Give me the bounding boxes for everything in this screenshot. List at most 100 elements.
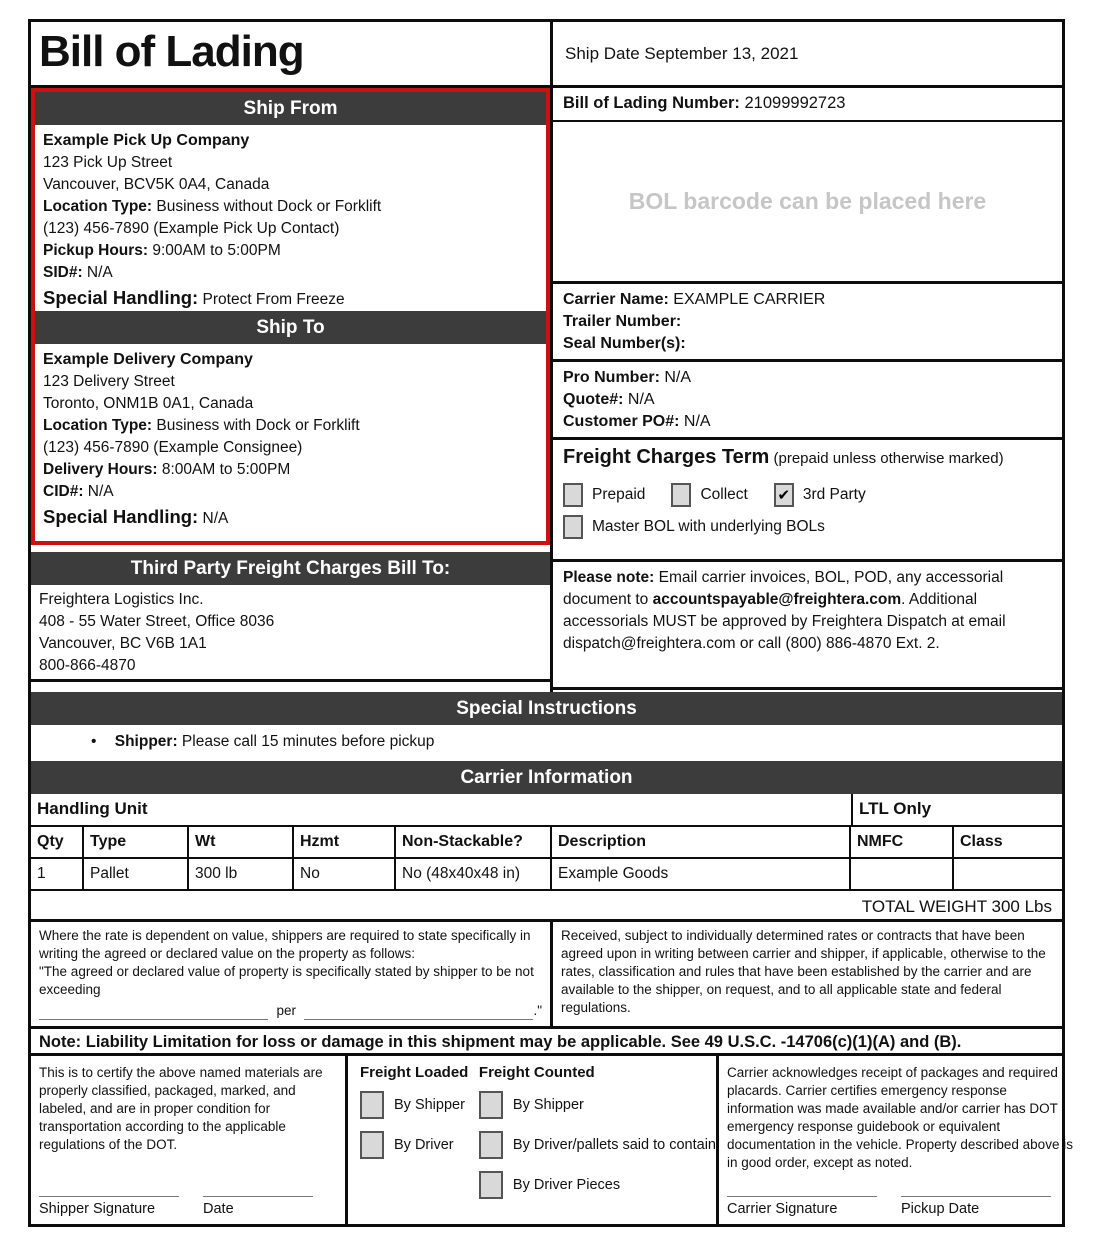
carrier-identity-box: Carrier Name: EXAMPLE CARRIER Trailer Nu…	[553, 284, 1062, 362]
cell-description: Example Goods	[552, 859, 851, 889]
page-title: Bill of Lading	[39, 27, 305, 76]
ship-from-special-handling: Special Handling: Protect From Freeze	[43, 287, 538, 311]
ship-to-location-type: Location Type: Business with Dock or For…	[43, 415, 538, 437]
pickup-hours-value: 9:00AM to 5:00PM	[148, 242, 281, 259]
customer-po-row: Customer PO#: N/A	[563, 411, 1062, 433]
column-header-wt: Wt	[189, 827, 294, 857]
third-party-checkbox-checked[interactable]: ✔	[773, 483, 794, 507]
counted-by-shipper-checkbox[interactable]	[478, 1091, 503, 1119]
date-label: Date	[203, 1201, 234, 1217]
loaded-by-shipper-label: By Shipper	[394, 1097, 465, 1113]
carrier-signature-row: Carrier Signature Pickup Date	[727, 1183, 1075, 1218]
cell-hzmt: No	[294, 859, 396, 889]
please-note-text2: . Additional accessorials MUST be approv…	[563, 591, 1006, 652]
table-header-row: Qty Type Wt Hzmt Non-Stackable? Descript…	[31, 827, 1062, 859]
freight-charges-term-box: Freight Charges Term (prepaid unless oth…	[553, 440, 1062, 562]
ltl-only-label: LTL Only	[859, 799, 932, 818]
declared-value-blank-field[interactable]	[39, 1006, 269, 1020]
shipper-signature-block: Shipper Signature	[39, 1183, 179, 1218]
carrier-signature-block: Carrier Signature	[727, 1183, 877, 1218]
master-bol-checkbox[interactable]	[563, 515, 583, 539]
cell-class	[954, 859, 1062, 889]
carrier-information-header: Carrier Information	[31, 761, 1062, 794]
column-header-type: Type	[84, 827, 189, 857]
trailer-number-label: Trailer Number:	[563, 313, 682, 330]
loaded-by-driver-checkbox[interactable]	[360, 1131, 384, 1159]
master-bol-row: Master BOL with underlying BOLs	[563, 515, 1062, 539]
quote-close: ."	[533, 1003, 542, 1018]
right-column: Bill of Lading Number: 21099992723 BOL b…	[553, 88, 1062, 692]
third-party-line: 408 - 55 Water Street, Office 8036	[39, 613, 275, 630]
third-party-line: 800-866-4870	[39, 657, 136, 674]
special-handling-label: Special Handling:	[43, 287, 199, 308]
legal-section: Where the rate is dependent on value, sh…	[31, 922, 1062, 1029]
per-unit-blank-field[interactable]	[303, 1006, 534, 1020]
certification-section: This is to certify the above named mater…	[31, 1056, 1073, 1224]
per-label: per	[276, 1003, 296, 1018]
ship-from-city: Vancouver, BCV5K 0A4, Canada	[43, 176, 270, 193]
location-type-label: Location Type:	[43, 198, 153, 215]
carrier-signature-label: Carrier Signature	[727, 1201, 838, 1217]
pro-number-row: Pro Number: N/A	[563, 367, 1062, 389]
declared-value-blanks: per ."	[39, 1002, 542, 1020]
column-header-qty: Qty	[31, 827, 84, 857]
bol-number-label: Bill of Lading Number:	[563, 94, 740, 112]
cell-wt: 300 lb	[189, 859, 294, 889]
quote-number-row: Quote#: N/A	[563, 389, 1062, 411]
collect-checkbox[interactable]	[671, 483, 692, 507]
counted-by-driver-pieces-checkbox[interactable]	[478, 1171, 503, 1199]
accounts-payable-email: accountspayable@freightera.com	[652, 591, 902, 608]
shipper-certification-cell: This is to certify the above named mater…	[31, 1056, 348, 1224]
sid-value: N/A	[82, 264, 113, 281]
prepaid-checkbox[interactable]	[563, 483, 583, 507]
pickup-date-field[interactable]	[901, 1183, 1051, 1197]
carrier-name-row: Carrier Name: EXAMPLE CARRIER	[563, 289, 1062, 311]
location-type-value: Business without Dock or Forklift	[152, 198, 382, 215]
counted-by-driver-pallets-checkbox[interactable]	[478, 1131, 503, 1159]
counted-by-driver-pallets-label: By Driver/pallets said to contain	[512, 1137, 716, 1153]
top-row: Bill of Lading Ship Date September 13, 2…	[31, 22, 1062, 88]
cid-value: N/A	[83, 483, 114, 500]
declared-value-text2: "The agreed or declared value of propert…	[39, 964, 534, 997]
third-party-line: Vancouver, BC V6B 1A1	[39, 635, 207, 652]
third-party-option-label: 3rd Party	[802, 486, 866, 503]
ship-from-header: Ship From	[35, 92, 546, 125]
seal-number-label: Seal Number(s):	[563, 335, 686, 352]
loaded-by-shipper-checkbox[interactable]	[360, 1091, 384, 1119]
ship-from-hours: Pickup Hours: 9:00AM to 5:00PM	[43, 240, 538, 262]
third-party-header: Third Party Freight Charges Bill To:	[31, 552, 550, 585]
bol-number-value: 21099992723	[739, 94, 846, 112]
date-field[interactable]	[203, 1183, 313, 1197]
carrier-signature-field[interactable]	[727, 1183, 877, 1197]
date-block: Date	[203, 1183, 313, 1218]
special-instructions-header: Special Instructions	[31, 692, 1062, 725]
ship-to-cid: CID#: N/A	[43, 481, 538, 503]
pro-number-value: N/A	[659, 369, 692, 386]
shipper-signature-field[interactable]	[39, 1183, 179, 1197]
ship-from-street: 123 Pick Up Street	[43, 154, 173, 171]
ship-to-header: Ship To	[35, 311, 546, 344]
reference-numbers-box: Pro Number: N/A Quote#: N/A Customer PO#…	[553, 362, 1062, 440]
freight-counted-option: By Shipper	[478, 1091, 716, 1119]
freight-counted-option: By Driver Pieces	[478, 1171, 716, 1199]
pickup-date-label: Pickup Date	[901, 1201, 980, 1217]
barcode-placeholder-text: BOL barcode can be placed here	[628, 188, 987, 214]
ship-to-hours: Delivery Hours: 8:00AM to 5:00PM	[43, 459, 538, 481]
ship-to-street: 123 Delivery Street	[43, 373, 175, 390]
carrier-acknowledgement-cell: Carrier acknowledges receipt of packages…	[719, 1056, 1083, 1224]
ship-to-address: Example Delivery Company 123 Delivery St…	[35, 344, 546, 530]
customer-po-value: N/A	[679, 413, 711, 430]
cell-type: Pallet	[84, 859, 189, 889]
declared-value-text1: Where the rate is dependent on value, sh…	[39, 928, 531, 961]
carrier-acknowledgement-text: Carrier acknowledges receipt of packages…	[727, 1065, 1073, 1170]
freight-loaded-option: By Driver	[360, 1131, 479, 1159]
bill-of-lading-document: Bill of Lading Ship Date September 13, 2…	[28, 19, 1073, 1227]
column-header-nmfc: NMFC	[851, 827, 954, 857]
ship-to-company: Example Delivery Company	[43, 351, 253, 368]
cid-label: CID#:	[43, 483, 84, 500]
freight-charges-options-row: Prepaid Collect ✔ 3rd Party	[563, 483, 1062, 507]
left-column: Ship From Example Pick Up Company 123 Pi…	[31, 88, 553, 692]
carrier-name-value: EXAMPLE CARRIER	[668, 291, 826, 308]
third-party-address: Freightera Logistics Inc. 408 - 55 Water…	[31, 585, 550, 682]
ship-to-phone: (123) 456-7890 (Example Consignee)	[43, 439, 303, 456]
